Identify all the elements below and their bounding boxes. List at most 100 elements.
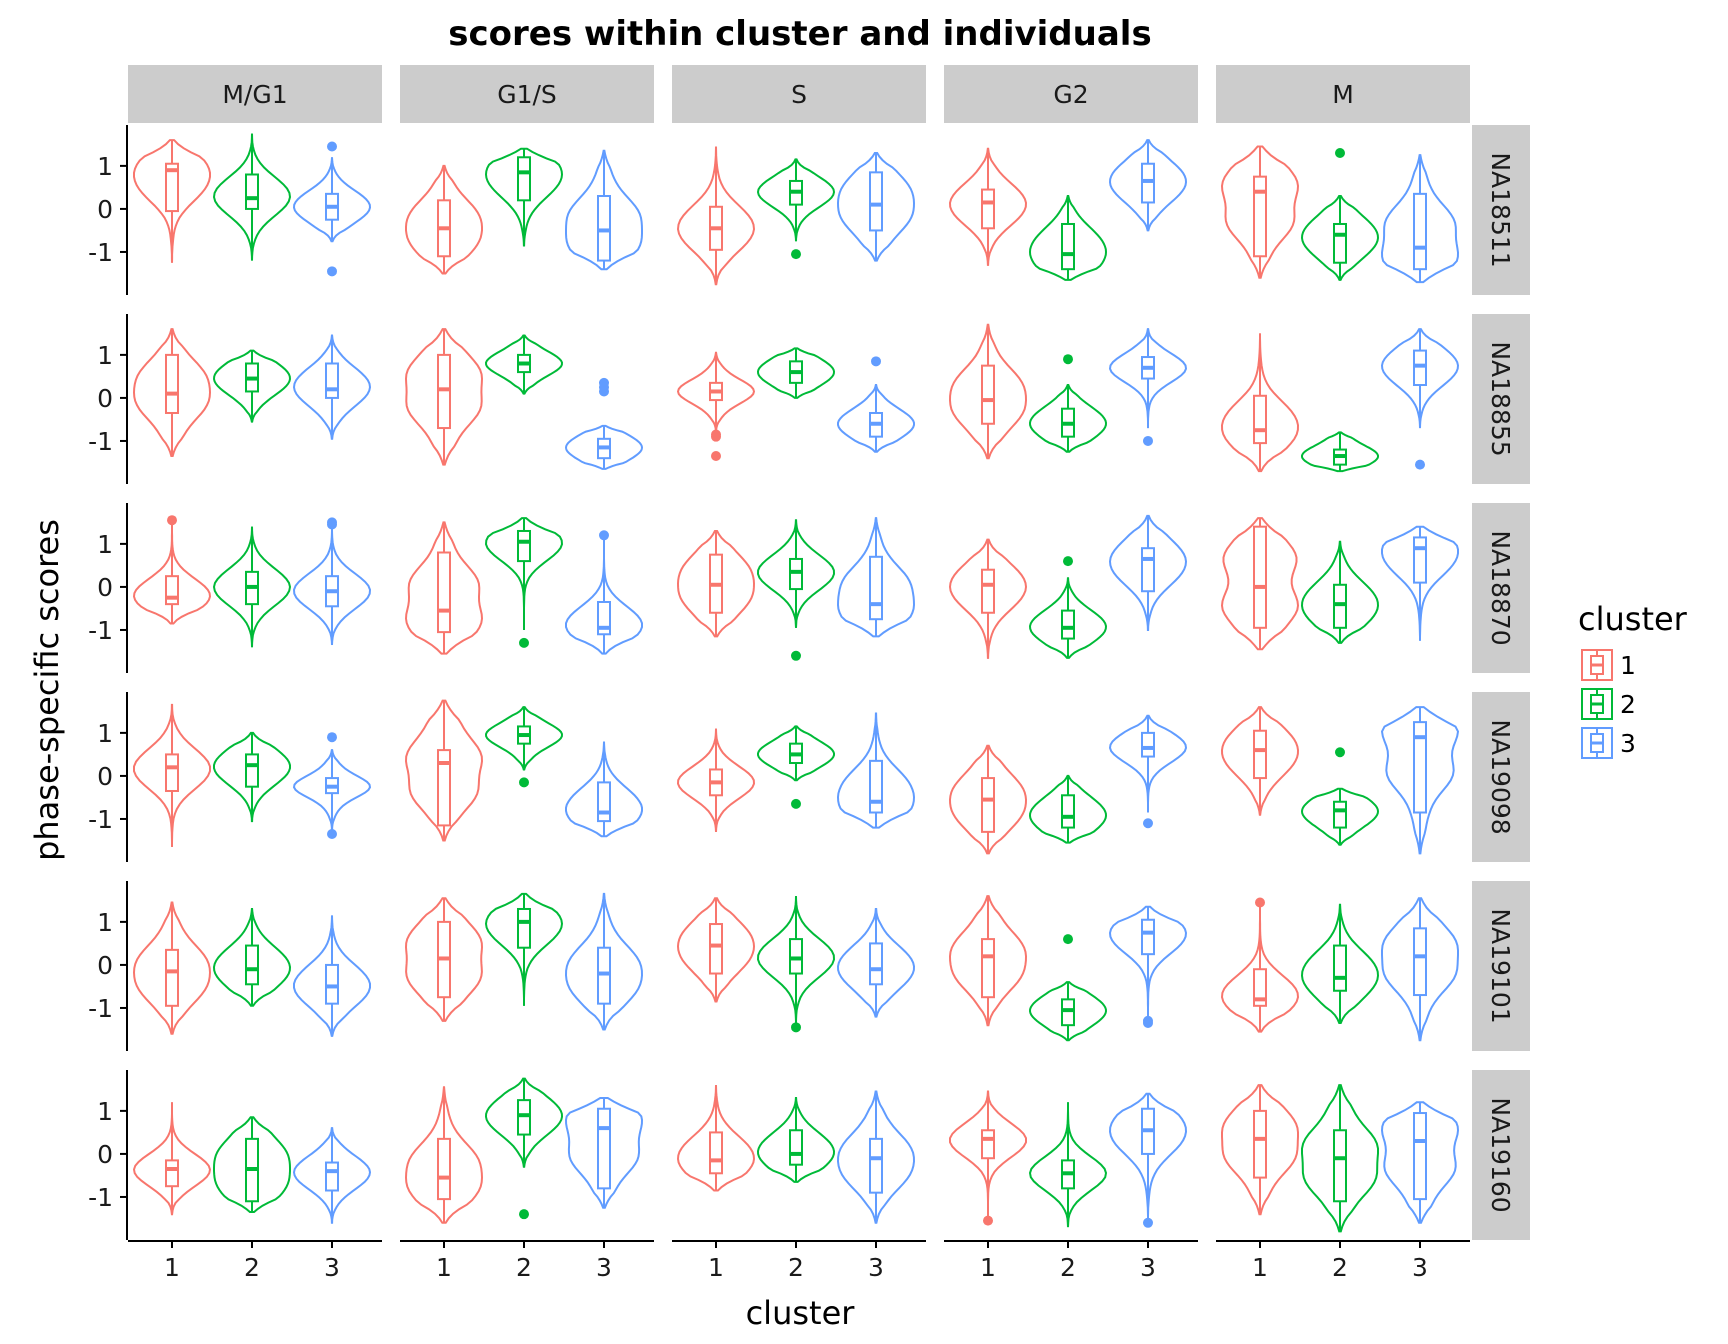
y-tick-label: 0	[97, 951, 113, 980]
violin-cluster-1	[404, 1086, 484, 1224]
box-cluster-1	[709, 1131, 723, 1175]
panel-na19160-m	[1221, 1084, 1460, 1233]
violin-cluster-2	[756, 519, 836, 628]
panel-na18870-m-g1	[132, 515, 372, 648]
violin-cluster-1	[132, 901, 212, 1035]
violin-cluster-1	[676, 530, 756, 638]
panel-na19101-s	[676, 896, 916, 1033]
x-axis-g1-s: 1 2 3	[400, 1240, 654, 1282]
box-cluster-3	[1141, 731, 1155, 758]
panel-na18511-g2	[948, 139, 1188, 281]
box-cluster-1	[165, 162, 179, 213]
outlier-point	[599, 530, 609, 541]
box-cluster-1	[165, 575, 179, 606]
x-tick-label: 3	[868, 1253, 884, 1282]
x-tick-label: 2	[1060, 1253, 1076, 1282]
panel-na19160-g1-s	[404, 1077, 644, 1224]
box-cluster-1	[1253, 1109, 1267, 1179]
box-cluster-1	[981, 364, 995, 425]
violin-cluster-2	[1028, 1102, 1108, 1228]
violin-cluster-3	[564, 892, 644, 1031]
box-cluster-1	[165, 753, 179, 792]
violin-cluster-2	[756, 347, 836, 399]
x-tick-label: 1	[708, 1253, 724, 1282]
violin-cluster-3	[836, 712, 916, 829]
x-axis-m-g1: 1 2 3	[128, 1240, 382, 1282]
violin-cluster-3	[564, 1097, 644, 1209]
box-cluster-1	[709, 923, 723, 975]
violin-cluster-2	[484, 334, 564, 395]
x-tick-label: 3	[596, 1253, 612, 1282]
panel-na19160-g2	[949, 1090, 1188, 1228]
outlier-point	[519, 637, 529, 648]
strip-bg-na19101	[1472, 881, 1530, 1051]
strip-bg-na18511	[1472, 125, 1530, 295]
violin-cluster-3	[1380, 1101, 1460, 1224]
outlier-point	[791, 1022, 801, 1033]
legend-item-1: 1	[1581, 649, 1636, 681]
y-tick-label: -1	[88, 805, 113, 834]
x-tick-label: 1	[980, 1253, 996, 1282]
y-tick-label: 1	[97, 152, 113, 181]
box-cluster-2	[1333, 800, 1347, 829]
legend-item-3: 3	[1581, 727, 1636, 759]
strip-bg-s	[672, 65, 926, 123]
box-cluster-2	[245, 173, 259, 210]
outlier-point	[1335, 147, 1345, 158]
strip-bg-m-g1	[128, 65, 382, 123]
violin-cluster-3	[1108, 514, 1188, 631]
strip-bg-m	[1216, 65, 1470, 123]
violin-cluster-1	[404, 699, 484, 842]
box-cluster-2	[245, 944, 259, 986]
box-cluster-1	[981, 938, 995, 999]
outlier-point	[1143, 1018, 1153, 1029]
y-axes: 1 0 -1 1 0 -1 1 0 -1 1 0 -1 1 0 -1 1 0 -1	[88, 125, 128, 1240]
panel-na18855-s	[676, 347, 915, 462]
box-cluster-3	[325, 963, 339, 1005]
box-cluster-2	[1061, 794, 1075, 829]
legend-label: 2	[1620, 690, 1636, 719]
box-cluster-1	[165, 948, 179, 1007]
box-cluster-1	[1253, 394, 1267, 445]
violin-cluster-2	[212, 133, 292, 261]
y-axis-row-5: 1 0 -1	[88, 881, 128, 1051]
y-axis-row-1: 1 0 -1	[88, 125, 128, 295]
violin-cluster-3	[837, 384, 915, 453]
box-cluster-3	[597, 1107, 611, 1190]
violin-cluster-1	[1221, 1084, 1299, 1216]
y-tick-label: 0	[97, 762, 113, 791]
legend-title: cluster	[1578, 600, 1688, 638]
box-cluster-1	[165, 353, 179, 414]
box-cluster-1	[165, 1159, 179, 1188]
box-cluster-3	[325, 362, 339, 399]
outlier-point	[327, 266, 337, 277]
violin-cluster-1	[404, 897, 484, 1022]
violin-cluster-1	[676, 351, 756, 432]
panel-na18511-m-g1	[133, 133, 372, 277]
box-cluster-1	[981, 1129, 995, 1160]
panel-na19160-m-g1	[132, 1102, 372, 1224]
panel-na18855-g2	[948, 323, 1188, 460]
y-tick-label: 1	[97, 1097, 113, 1126]
panel-na18870-g2	[948, 514, 1188, 659]
outlier-point	[871, 356, 881, 367]
outlier-point	[327, 141, 337, 152]
box-cluster-2	[245, 753, 259, 788]
box-cluster-1	[437, 749, 451, 827]
x-tick-label: 1	[164, 1253, 180, 1282]
box-cluster-3	[1141, 162, 1155, 204]
box-cluster-3	[597, 781, 611, 823]
y-tick-label: -1	[88, 994, 113, 1023]
box-cluster-1	[1253, 968, 1267, 1007]
panel-na19098-g2	[948, 714, 1188, 855]
violin-cluster-3	[1381, 897, 1459, 1042]
y-axis-title: phase-specific scores	[28, 519, 66, 861]
violin-cluster-2	[1300, 195, 1380, 281]
outlier-point	[599, 386, 609, 397]
panel-na19101-m-g1	[132, 901, 371, 1037]
outlier-point	[1063, 934, 1073, 945]
strip-bg-g2	[944, 65, 1198, 123]
violin-cluster-1	[1220, 706, 1300, 816]
panel-na19160-s	[676, 1085, 916, 1224]
violin-cluster-3	[1380, 154, 1460, 284]
